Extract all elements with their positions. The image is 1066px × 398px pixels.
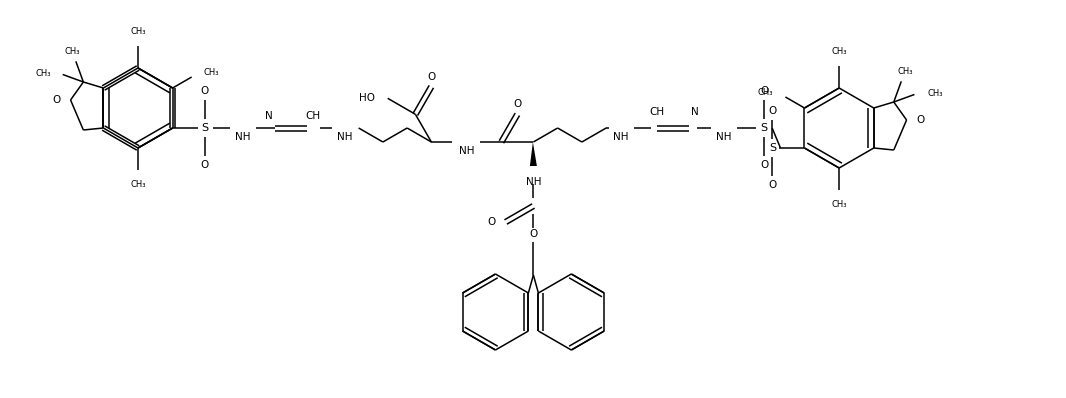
- Text: S: S: [769, 143, 776, 153]
- Polygon shape: [530, 142, 537, 166]
- Text: NH: NH: [458, 146, 474, 156]
- Text: CH: CH: [649, 107, 665, 117]
- Text: NH: NH: [526, 177, 542, 187]
- Text: CH₃: CH₃: [831, 47, 846, 56]
- Text: O: O: [769, 180, 777, 190]
- Text: O: O: [760, 160, 769, 170]
- Text: NH: NH: [716, 132, 732, 142]
- Text: O: O: [513, 99, 521, 109]
- Text: O: O: [52, 95, 61, 105]
- Text: CH₃: CH₃: [64, 47, 80, 56]
- Text: N: N: [264, 111, 273, 121]
- Text: CH: CH: [305, 111, 320, 121]
- Text: NH: NH: [613, 132, 629, 142]
- Text: CH₃: CH₃: [130, 180, 146, 189]
- Text: S: S: [760, 123, 768, 133]
- Text: O: O: [200, 86, 209, 96]
- Text: O: O: [769, 106, 777, 116]
- Text: S: S: [201, 123, 208, 133]
- Text: O: O: [487, 217, 496, 227]
- Text: CH₃: CH₃: [130, 27, 146, 36]
- Text: CH₃: CH₃: [927, 89, 943, 98]
- Text: O: O: [200, 160, 209, 170]
- Text: O: O: [529, 229, 537, 239]
- Text: CH₃: CH₃: [35, 69, 51, 78]
- Text: NH: NH: [337, 132, 353, 142]
- Text: O: O: [427, 72, 436, 82]
- Text: N: N: [691, 107, 699, 117]
- Text: HO: HO: [358, 93, 374, 103]
- Text: CH₃: CH₃: [758, 88, 774, 96]
- Text: CH₃: CH₃: [831, 200, 846, 209]
- Text: CH₃: CH₃: [898, 67, 914, 76]
- Text: O: O: [760, 86, 769, 96]
- Text: NH: NH: [235, 132, 251, 142]
- Text: O: O: [917, 115, 925, 125]
- Text: CH₃: CH₃: [204, 68, 220, 76]
